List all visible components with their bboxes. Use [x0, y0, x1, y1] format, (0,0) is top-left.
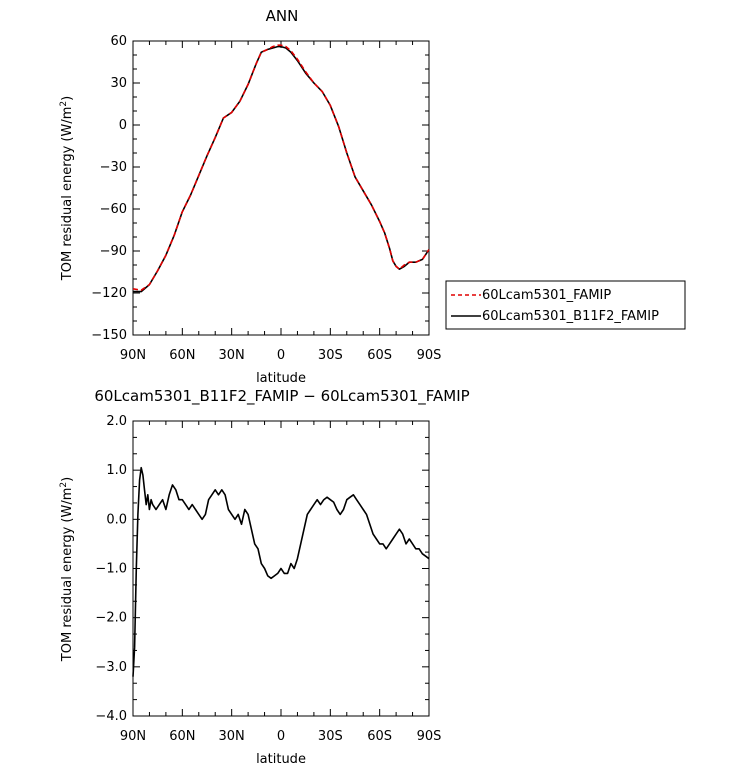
bottom-panel: 60Lcam5301_B11F2_FAMIP − 60Lcam5301_FAMI…: [59, 387, 470, 767]
top-xtick-label: 60S: [367, 348, 392, 363]
top-xtick-label: 90S: [417, 348, 442, 363]
top-series-line-0: [132, 44, 430, 292]
top-chart-title: ANN: [266, 7, 299, 25]
top-ytick-label: 30: [110, 76, 127, 91]
top-ytick-label: 60: [110, 34, 127, 49]
bottom-ytick-label: −3.0: [95, 660, 127, 675]
legend-label-b11f2: 60Lcam5301_B11F2_FAMIP: [482, 309, 659, 324]
legend: 60Lcam5301_FAMIP 60Lcam5301_B11F2_FAMIP: [445, 280, 686, 330]
top-xtick-label: 30N: [219, 348, 245, 363]
bottom-chart-title: 60Lcam5301_B11F2_FAMIP − 60Lcam5301_FAMI…: [94, 387, 469, 406]
bottom-xtick-label: 90N: [120, 729, 146, 744]
bottom-x-axis-label: latitude: [256, 752, 306, 767]
top-ytick-label: −30: [100, 160, 127, 175]
bottom-xtick-label: 30S: [318, 729, 343, 744]
bottom-ytick-label: 2.0: [106, 414, 127, 429]
bottom-ytick-label: −2.0: [95, 611, 127, 626]
bottom-xtick-label: 0: [277, 729, 285, 744]
legend-box: [445, 280, 686, 330]
top-ytick-label: −150: [91, 328, 127, 343]
bottom-xtick-label: 90S: [417, 729, 442, 744]
top-series-line-1: [133, 45, 430, 293]
bottom-xtick-label: 30N: [219, 729, 245, 744]
top-xtick-label: 30S: [318, 348, 343, 363]
bottom-y-axis-label: TOM residual energy (W/m2): [59, 477, 75, 662]
top-ytick-label: −60: [100, 202, 127, 217]
top-plot-frame: [132, 40, 430, 336]
top-ytick-label: 0: [119, 118, 127, 133]
legend-label-famip: 60Lcam5301_FAMIP: [482, 288, 611, 303]
top-xtick-label: 0: [277, 348, 285, 363]
top-xtick-label: 90N: [120, 348, 146, 363]
bottom-ytick-label: 0.0: [106, 512, 127, 527]
bottom-series-line-0: [132, 466, 430, 677]
bottom-xtick-label: 60S: [367, 729, 392, 744]
top-panel: ANN 60 30 0 −30 −60 −90 −120 −150 90N 60N 30N 0 30S…: [59, 7, 441, 386]
top-ytick-label: −90: [100, 244, 127, 259]
top-xtick-label: 60N: [169, 348, 195, 363]
bottom-ytick-label: −4.0: [95, 709, 127, 724]
top-ytick-label: −120: [91, 286, 127, 301]
bottom-ytick-label: −1.0: [95, 562, 127, 577]
bottom-ytick-label: 1.0: [106, 463, 127, 478]
top-y-axis-label: TOM residual energy (W/m2): [59, 96, 75, 281]
bottom-xtick-label: 60N: [169, 729, 195, 744]
top-x-axis-label: latitude: [256, 371, 306, 386]
